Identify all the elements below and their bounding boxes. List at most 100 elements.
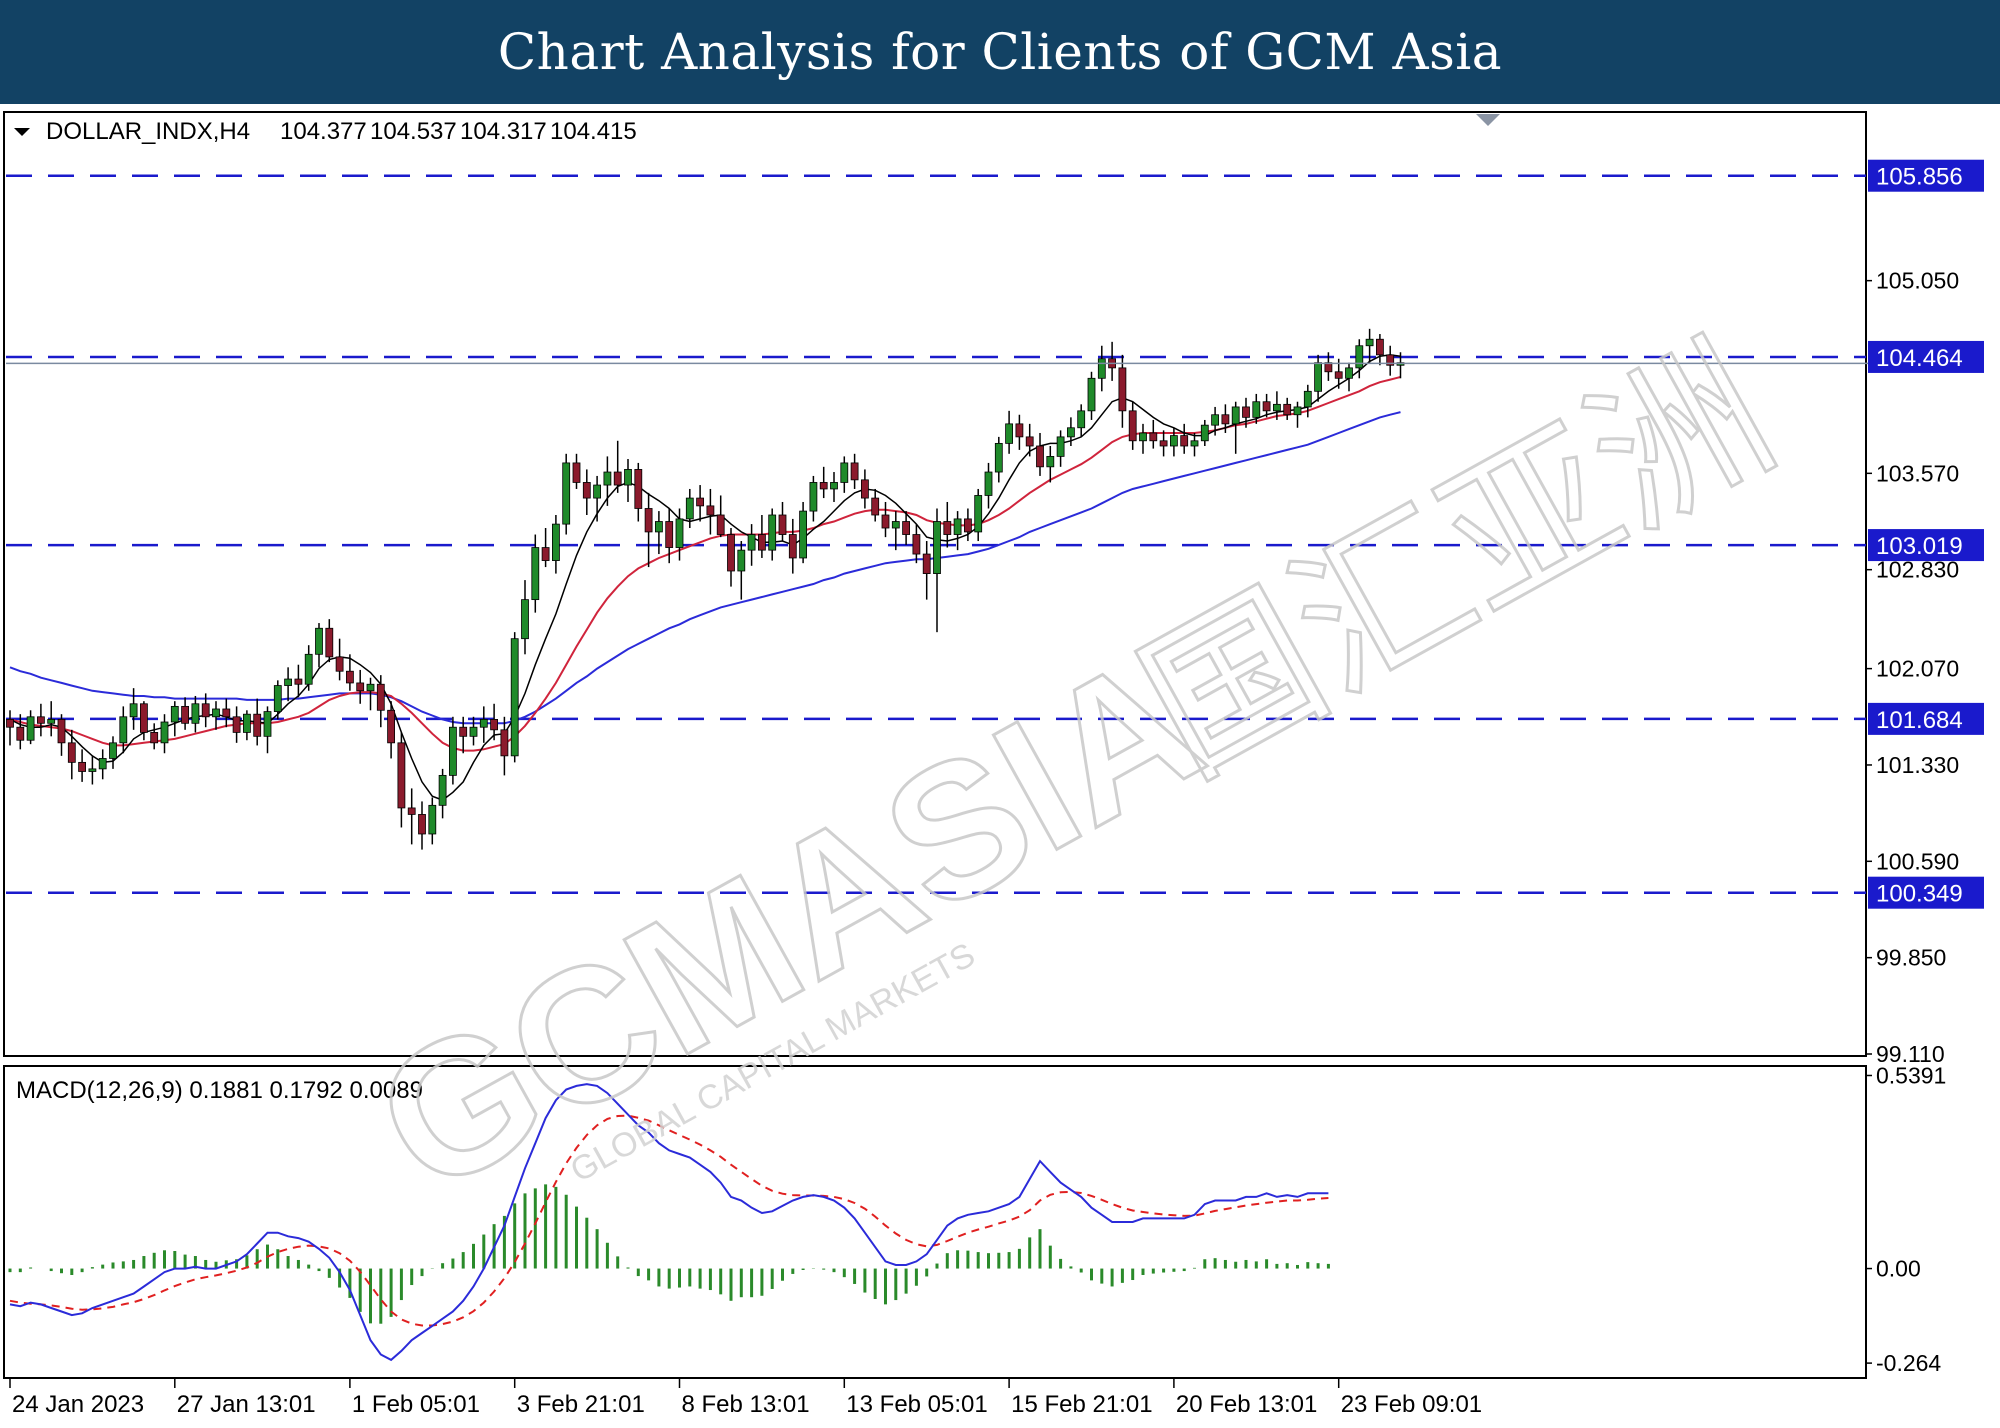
candle-body [1149,432,1158,442]
candle-body [191,703,200,724]
ma-fast-line [9,354,1401,801]
candle-body [284,678,293,686]
candle-body [758,534,766,551]
level-labels: 105.856 104.464 103.019 101.684 100.349 [1868,159,1984,909]
candle-body [922,553,931,574]
candle-body [861,479,869,499]
candle-body [315,627,323,655]
candle-body [562,462,571,525]
time-tick-label: 24 Jan 2023 [12,1391,144,1418]
price-tick-label: 105.050 [1876,268,1959,294]
candle-body [1056,436,1065,457]
level-label-box [1868,529,1984,562]
candle-body [1118,367,1127,412]
level-label-1: 104.464 [1876,345,1963,372]
level-label-2: 103.019 [1876,533,1963,560]
candle-body [57,719,66,744]
chart-canvas: 105.050103.570102.830102.070101.330100.5… [3,111,1984,1418]
price-tick-label: 101.330 [1876,752,1959,778]
candle-body [366,683,375,692]
candle-body [1273,403,1281,412]
ohlc-close: 104.415 [550,118,637,145]
candle-body [1345,367,1353,379]
candle-body [552,523,560,561]
candle-body [500,729,509,757]
ohlc-low: 104.317 [460,118,547,145]
ohlc-open: 104.377 [280,118,367,145]
candle-body [1386,354,1395,366]
candle-body [1211,414,1219,426]
candle-body [1334,371,1343,379]
candle-body [1355,345,1364,369]
candle-body [778,514,787,535]
candle-body [1283,403,1292,416]
candle-body [1242,406,1250,418]
candle-body [1252,401,1261,418]
candle-body [26,716,35,741]
candle-body [634,469,643,509]
chart-title: DOLLAR_INDX,H4 [46,118,250,145]
price-axis: 105.050103.570102.830102.070101.330100.5… [1866,268,1959,1067]
candle-body [1303,390,1312,408]
time-axis: 24 Jan 2023 27 Jan 13:01 1 Feb 05:01 3 Feb … [9,1378,1482,1418]
candle-body [624,469,632,486]
macd-main-line [9,1083,1329,1362]
candle-body [541,547,550,561]
price-tick-label: 102.070 [1876,656,1959,682]
time-tick-label: 15 Feb 21:01 [1011,1391,1152,1418]
level-label-box [1868,876,1984,909]
candle-body [201,703,210,718]
candle-body [304,653,313,685]
macd-panel [3,1065,1867,1379]
candle-body [98,758,107,770]
candle-body [747,534,756,551]
candle-body [1005,423,1013,444]
candle-body [1046,456,1055,468]
candle-body [510,638,519,757]
candle-body [407,807,416,815]
candle-body [644,508,653,533]
candle-body [119,716,128,744]
candle-body [263,711,272,737]
candle-body [294,678,303,685]
candle-body [479,719,488,728]
moving-averages [9,354,1401,801]
candle-body [819,482,828,490]
time-tick-label: 8 Feb 13:01 [682,1391,810,1418]
candle-body [706,505,715,516]
candle-body [67,742,76,763]
candle-body [16,726,25,741]
candle-body [727,534,735,572]
candle-body [150,732,159,744]
price-tick-label: 103.570 [1876,460,1959,486]
candle-body [521,599,529,640]
candle-body [1293,406,1302,416]
price-tick-label: 100.590 [1876,848,1959,874]
candle-body [1159,440,1168,447]
collapse-triangle-icon[interactable] [14,128,30,136]
candle-body [109,742,117,759]
candle-body [1200,424,1209,442]
candle-body [902,521,910,535]
time-tick-label: 20 Feb 13:01 [1176,1391,1317,1418]
candle-body [376,683,385,711]
candle-body [356,682,365,692]
candle-body [139,703,148,733]
candle-body [593,484,601,499]
level-label-box [1868,159,1984,192]
candle-body [1231,406,1240,425]
candle-body [1221,414,1230,425]
candle-body [531,547,540,601]
candle-body [222,708,231,718]
candle-body [871,497,880,516]
candle-body [1025,436,1034,447]
candle-body [459,726,468,737]
candlesticks [6,328,1405,850]
candle-body [212,708,220,718]
candle-body [160,721,169,744]
ma-slow-line [9,411,1401,725]
time-tick-label: 3 Feb 21:01 [517,1391,645,1418]
candle-body [397,742,406,809]
chart-shift-marker-icon[interactable] [1476,114,1500,126]
candle-body [438,774,447,806]
